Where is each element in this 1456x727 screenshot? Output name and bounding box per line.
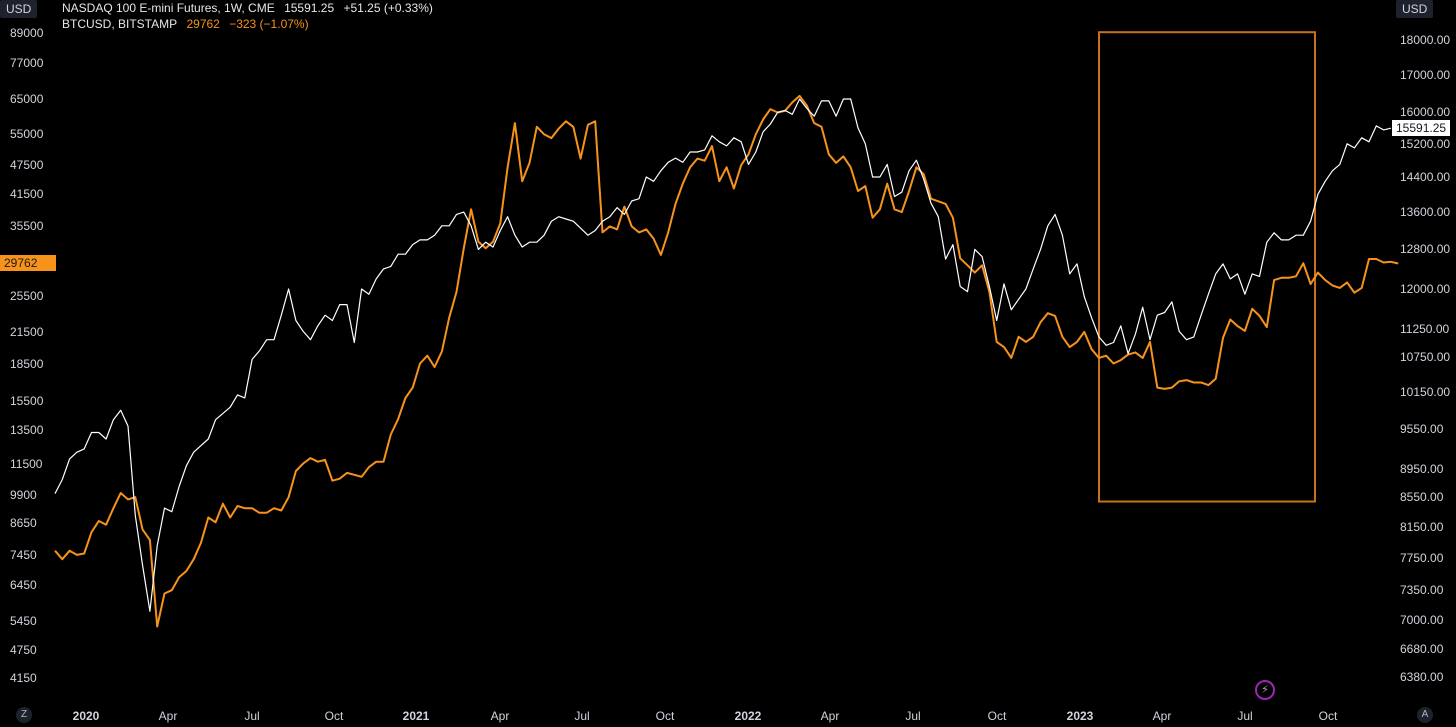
time-axis-tick: 2023 [1066,709,1094,723]
right-axis-tick: 7750.00 [1400,550,1444,565]
left-axis-tick: 47500 [10,158,44,173]
currency-label-right[interactable]: USD [1396,0,1434,18]
time-axis-tick: 2022 [734,709,762,723]
time-axis-tick: Apr [158,709,178,723]
left-axis-tick: 55000 [10,127,44,142]
time-axis-tick: Oct [1318,709,1338,723]
left-axis-tick: 13500 [10,422,44,437]
time-axis-tick: Oct [987,709,1007,723]
right-axis-tick: 17000.00 [1400,68,1451,83]
left-axis-tick: 25500 [10,288,44,303]
left-axis-tick: 5450 [10,613,37,628]
time-axis-tick: Apr [820,709,840,723]
right-axis-tick: 6680.00 [1400,641,1444,656]
right-axis-tick: 10750.00 [1400,349,1451,364]
left-axis-tick: 21500 [10,324,44,339]
right-axis-tick: 13600.00 [1400,205,1451,220]
right-axis-tick: 14400.00 [1400,170,1451,185]
right-axis-tick: 12000.00 [1400,282,1451,297]
time-axis-tick: Apr [490,709,510,723]
legend-ndx-value: 15591.25 [284,1,335,15]
btc-price-line [54,94,1399,628]
time-axis-tick: 2021 [402,709,430,723]
time-axis-tick: Jul [905,709,921,723]
left-axis-tick: 6450 [10,578,37,593]
right-axis-tick: 8950.00 [1400,462,1444,477]
time-axis-tick: Oct [655,709,675,723]
left-axis-tick: 35500 [10,219,44,234]
lightning-icon[interactable]: ⚡ [1255,680,1275,700]
right-axis-tick: 8550.00 [1400,490,1444,505]
auto-scale-button[interactable]: A [1417,707,1433,723]
zoom-button[interactable]: Z [16,707,32,723]
right-axis-tick: 18000.00 [1400,33,1451,47]
time-axis-tick: Oct [324,709,344,723]
time-axis-tick: Apr [1152,709,1172,723]
legend-ndx[interactable]: NASDAQ 100 E-mini Futures, 1W, CME 15591… [62,1,439,15]
left-axis-tick: 77000 [10,56,44,71]
right-axis-tick: 11250.00 [1400,321,1450,336]
left-axis-tick: 89000 [10,26,44,40]
right-axis-tick: 6380.00 [1400,670,1444,684]
time-axis-tick: Jul [574,709,590,723]
left-axis-tick: 7450 [10,547,37,562]
ndx-last-price-tag: 15591.25 [1392,120,1451,137]
left-axis-tick: 9900 [10,488,37,503]
btc-last-price-tag: 29762 [0,255,56,272]
legend-ndx-change: +51.25 (+0.33%) [343,1,433,15]
legend-btc[interactable]: BTCUSD, BITSTAMP 29762 −323 (−1.07%) [62,17,315,31]
right-axis-tick: 9550.00 [1400,422,1444,437]
right-axis-tick: 10150.00 [1400,384,1451,399]
time-axis-tick: 2020 [72,709,100,723]
left-axis-tick: 4750 [10,642,37,657]
legend-btc-label: BTCUSD, BITSTAMP [62,17,178,31]
series-layer [54,94,1399,628]
currency-label-left[interactable]: USD [0,0,38,18]
ndx-price-line [54,98,1392,612]
highlight-box [1098,31,1316,503]
right-axis-tick: 7000.00 [1400,613,1444,628]
left-axis-tick: 41500 [10,186,44,201]
right-axis-tick: 7350.00 [1400,583,1444,598]
left-axis-tick: 8650 [10,516,37,531]
legend-ndx-label: NASDAQ 100 E-mini Futures, 1W, CME [62,1,275,15]
time-axis-tick: Jul [1237,709,1253,723]
right-axis-tick: 8150.00 [1400,519,1444,534]
right-axis-tick: 16000.00 [1400,105,1451,120]
right-axis-tick: 15200.00 [1400,136,1451,151]
left-axis-tick: 15500 [10,393,44,408]
left-axis-tick: 65000 [10,92,44,107]
legend-btc-change: −323 (−1.07%) [229,17,309,31]
left-axis-tick: 4150 [10,671,37,685]
right-axis-tick: 12800.00 [1400,242,1451,257]
legend-btc-value: 29762 [186,17,220,31]
time-axis-tick: Jul [244,709,260,723]
left-axis-tick: 18500 [10,356,44,371]
left-axis-tick: 11500 [10,456,43,471]
